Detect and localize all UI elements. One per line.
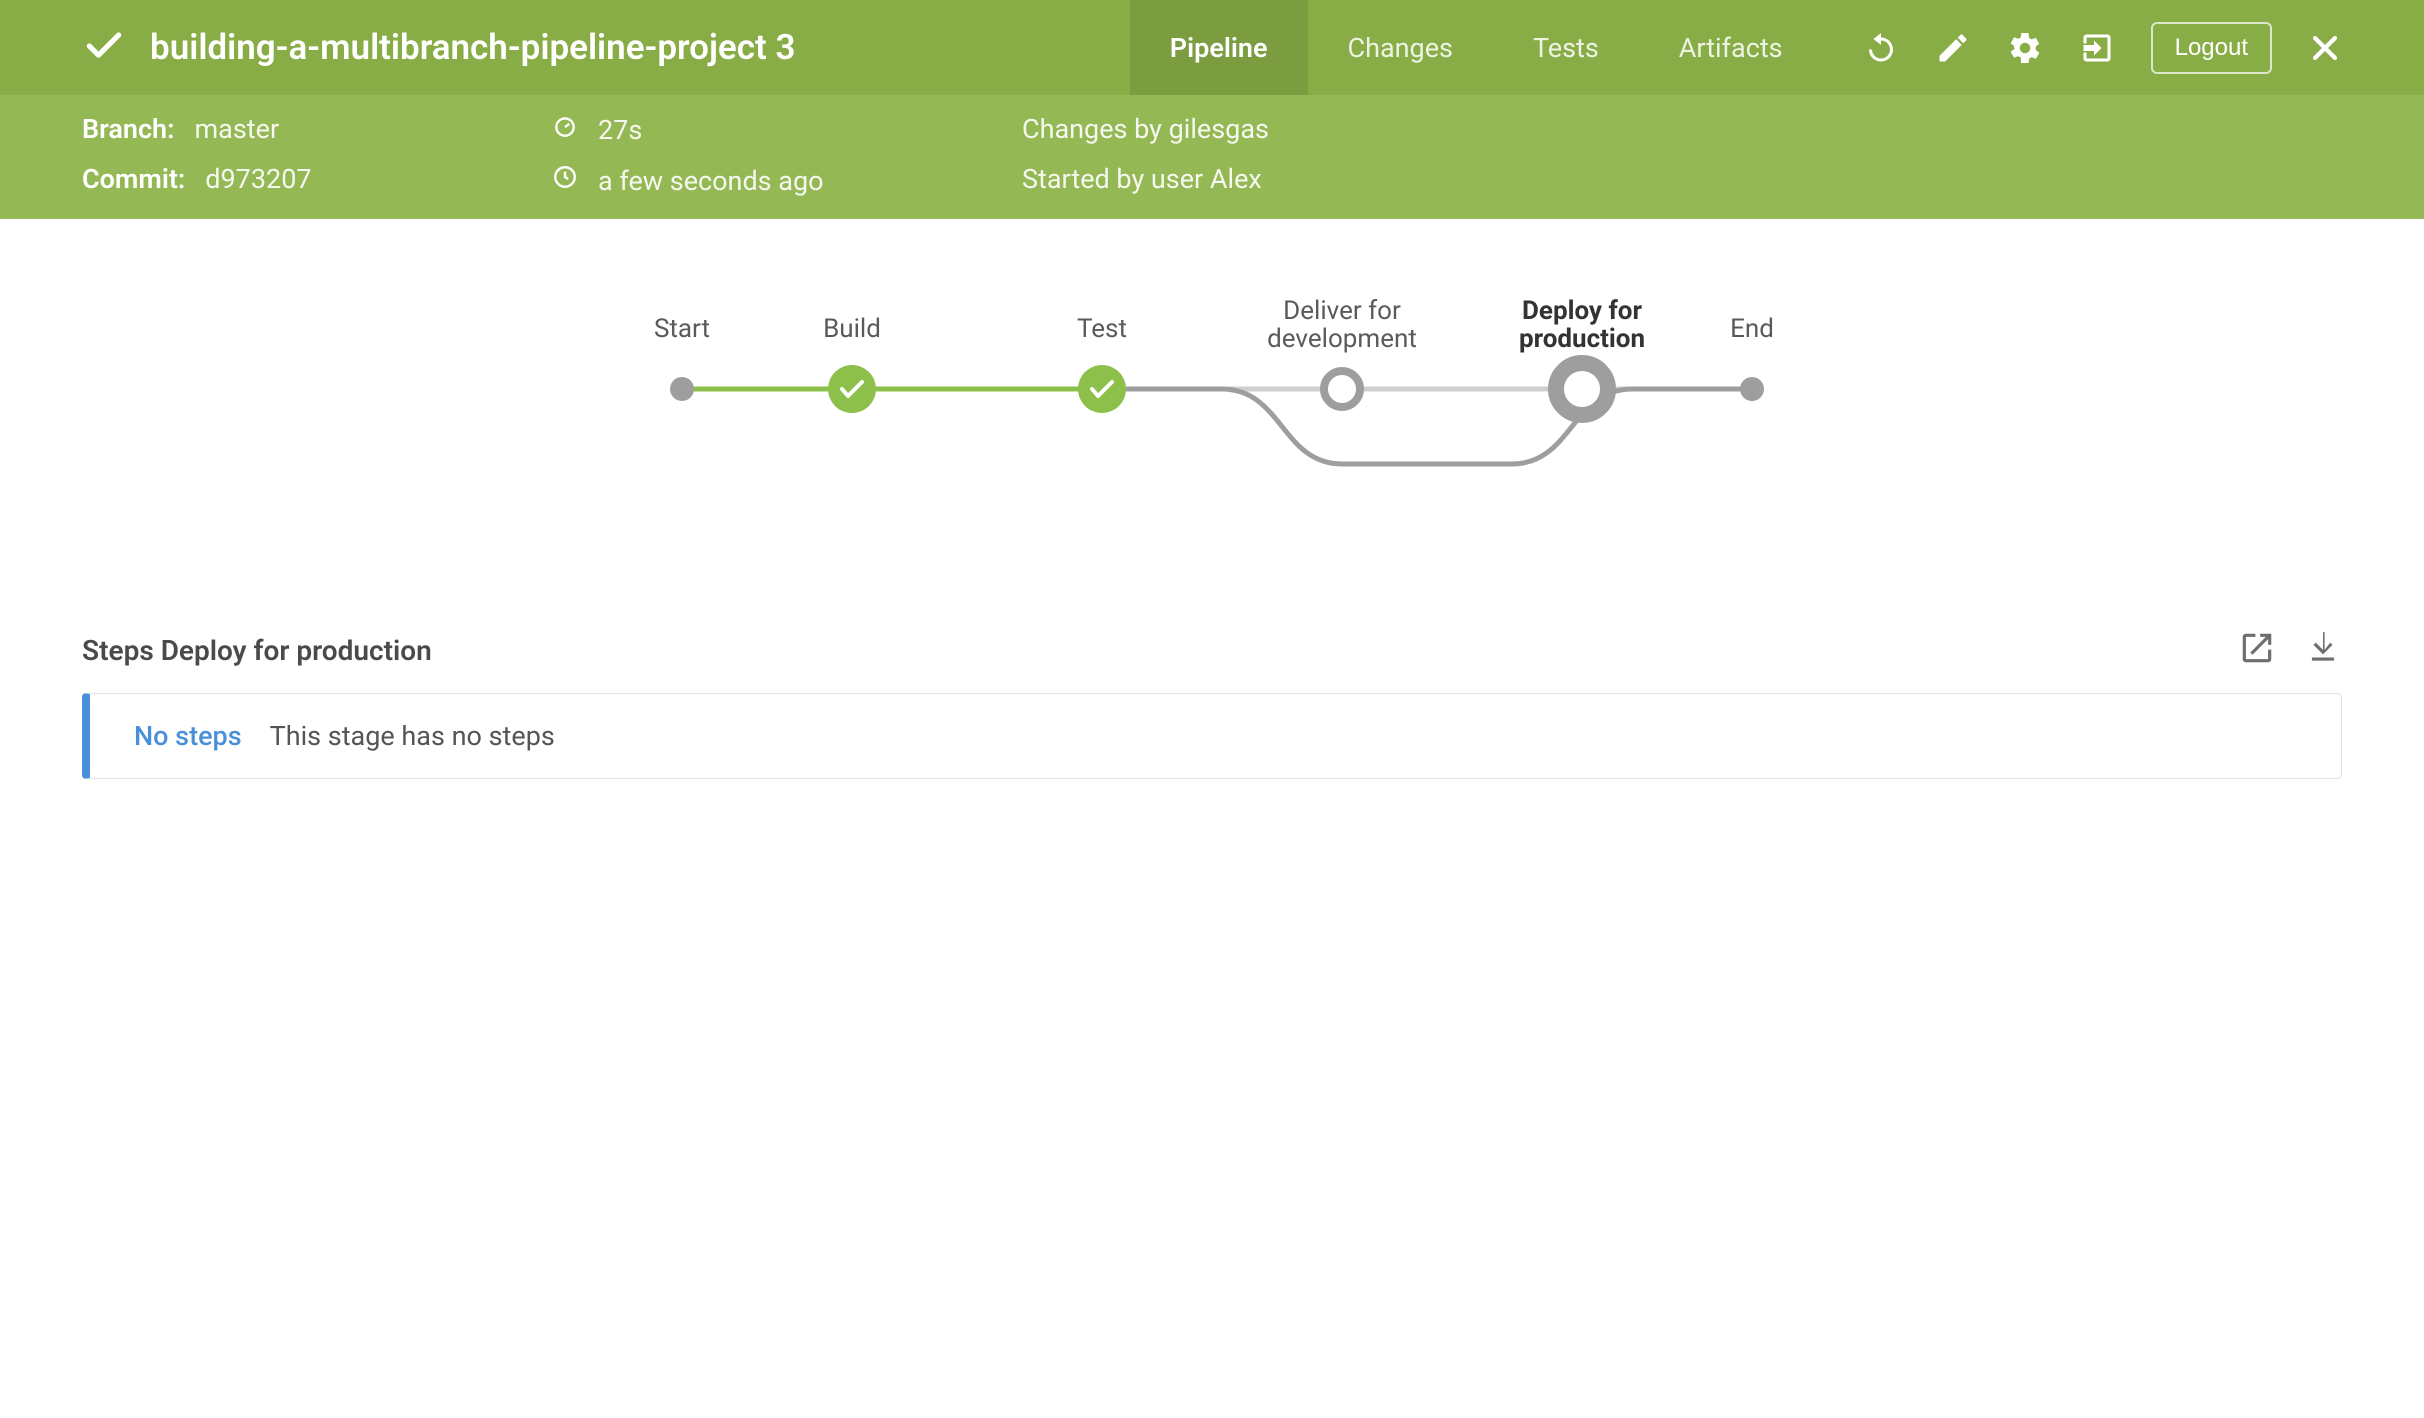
- timestamp-row: a few seconds ago: [552, 164, 1022, 197]
- stage-label-deliver[interactable]: development: [1267, 324, 1417, 354]
- timestamp-value: a few seconds ago: [598, 165, 824, 197]
- steps-section: Steps Deploy for production No steps Thi…: [0, 629, 2424, 839]
- tab-tests[interactable]: Tests: [1493, 0, 1639, 95]
- exit-icon[interactable]: [2079, 30, 2115, 66]
- settings-icon[interactable]: [2007, 30, 2043, 66]
- pipeline-diagram: Start Build Test Deliver fordevelopment Depl…: [612, 279, 1812, 509]
- commit-value: d973207: [205, 163, 311, 195]
- logout-button[interactable]: Logout: [2151, 22, 2272, 74]
- stopwatch-icon: [552, 113, 578, 146]
- stage-label-deliver[interactable]: Deliver for: [1283, 296, 1401, 326]
- branch-label: Branch:: [82, 113, 175, 145]
- changes-by-row: Changes by gilesgas: [1022, 113, 2342, 145]
- duration-row: 27s: [552, 113, 1022, 146]
- steps-header-actions: [2238, 629, 2342, 671]
- download-icon[interactable]: [2304, 629, 2342, 671]
- no-steps-label: No steps: [134, 720, 242, 752]
- tabs: Pipeline Changes Tests Artifacts: [1130, 0, 1823, 95]
- stage-label-start: Start: [654, 314, 710, 344]
- page-title: building-a-multibranch-pipeline-project …: [150, 27, 795, 68]
- status-check-icon: [82, 24, 126, 72]
- stage-label-test[interactable]: Test: [1077, 314, 1127, 344]
- edit-icon[interactable]: [1935, 30, 1971, 66]
- clock-icon: [552, 164, 578, 197]
- steps-header: Steps Deploy for production: [82, 629, 2342, 671]
- started-by: Started by user Alex: [1022, 163, 1262, 195]
- branch-value: master: [195, 113, 280, 145]
- steps-title: Steps Deploy for production: [82, 634, 432, 667]
- tab-pipeline[interactable]: Pipeline: [1130, 0, 1308, 95]
- tab-artifacts[interactable]: Artifacts: [1639, 0, 1823, 95]
- pipeline-canvas: Start Build Test Deliver fordevelopment Depl…: [0, 219, 2424, 629]
- step-card: No steps This stage has no steps: [82, 693, 2342, 779]
- header-actions: Logout: [1863, 22, 2342, 74]
- commit-label: Commit:: [82, 163, 185, 195]
- tab-changes[interactable]: Changes: [1308, 0, 1493, 95]
- title-section: building-a-multibranch-pipeline-project …: [82, 24, 1130, 72]
- branch-row: Branch: master: [82, 113, 552, 145]
- stage-label-end: End: [1730, 314, 1774, 344]
- no-steps-desc: This stage has no steps: [270, 720, 555, 752]
- stage-label-deploy[interactable]: Deploy for: [1522, 296, 1642, 326]
- started-by-row: Started by user Alex: [1022, 163, 2342, 195]
- header-top-bar: building-a-multibranch-pipeline-project …: [0, 0, 2424, 95]
- open-external-icon[interactable]: [2238, 629, 2276, 671]
- close-icon[interactable]: [2308, 31, 2342, 65]
- commit-row: Commit: d973207: [82, 163, 552, 195]
- stage-label-deploy[interactable]: production: [1519, 324, 1645, 354]
- rerun-icon[interactable]: [1863, 30, 1899, 66]
- header-info-bar: Branch: master Commit: d973207 27s a few…: [0, 95, 2424, 219]
- header: building-a-multibranch-pipeline-project …: [0, 0, 2424, 219]
- stage-label-build[interactable]: Build: [823, 314, 881, 344]
- changes-by: Changes by gilesgas: [1022, 113, 1269, 145]
- duration-value: 27s: [598, 114, 642, 146]
